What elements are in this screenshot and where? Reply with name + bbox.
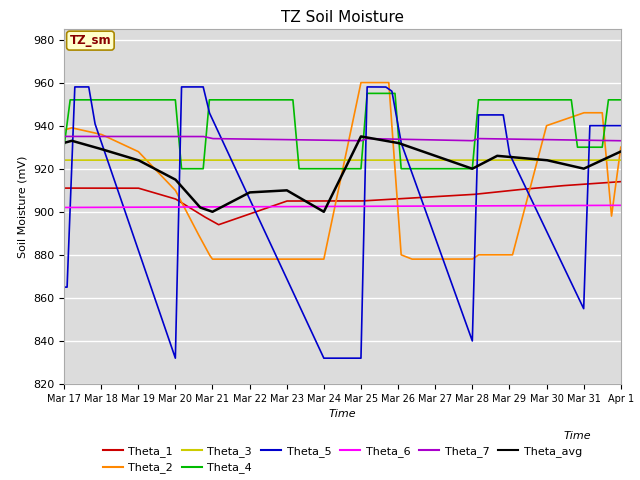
Theta_1 — [215, 222, 223, 228]
Theta_4 — [617, 97, 625, 103]
Theta_3 — [126, 157, 134, 163]
Legend: Theta_1, Theta_2, Theta_3, Theta_4, Theta_5, Theta_6, Theta_7, Theta_avg: Theta_1, Theta_2, Theta_3, Theta_4, Thet… — [98, 442, 587, 478]
Theta_6 — [617, 203, 625, 208]
Theta_7 — [126, 133, 134, 139]
Theta_5 — [60, 284, 68, 290]
Theta_4 — [126, 97, 134, 103]
Theta_6 — [126, 204, 134, 210]
Theta_7 — [445, 137, 452, 143]
Theta_2 — [127, 145, 135, 151]
Theta_7 — [95, 133, 103, 139]
Theta_5 — [95, 133, 103, 139]
Theta_1 — [490, 189, 498, 195]
Line: Theta_6: Theta_6 — [64, 205, 621, 207]
Theta_7 — [233, 136, 241, 142]
X-axis label: Time: Time — [328, 409, 356, 419]
Theta_avg — [490, 155, 498, 160]
Theta_2 — [95, 131, 103, 137]
Theta_1 — [234, 216, 241, 221]
Y-axis label: Soil Moisture (mV): Soil Moisture (mV) — [17, 155, 28, 258]
Theta_5 — [445, 273, 453, 279]
Theta_3 — [490, 157, 498, 163]
Theta_1 — [617, 179, 625, 184]
Theta_2 — [445, 256, 453, 262]
Line: Theta_2: Theta_2 — [64, 83, 621, 259]
Theta_avg — [234, 196, 241, 202]
Theta_3 — [127, 157, 135, 163]
Line: Theta_1: Theta_1 — [64, 181, 621, 225]
Theta_3 — [95, 157, 103, 163]
Theta_avg — [617, 149, 625, 155]
Theta_3 — [233, 157, 241, 163]
Theta_6 — [490, 203, 498, 209]
Theta_5 — [172, 355, 179, 361]
Theta_3 — [617, 157, 625, 163]
Theta_1 — [60, 185, 68, 191]
Theta_7 — [60, 133, 68, 139]
Theta_6 — [127, 204, 135, 210]
Theta_5 — [490, 112, 498, 118]
Theta_4 — [95, 97, 103, 103]
Theta_3 — [445, 157, 452, 163]
Theta_6 — [95, 204, 103, 210]
Theta_avg — [95, 145, 103, 151]
Theta_4 — [364, 91, 371, 96]
Line: Theta_5: Theta_5 — [64, 87, 621, 358]
Title: TZ Soil Moisture: TZ Soil Moisture — [281, 10, 404, 25]
Theta_7 — [357, 138, 365, 144]
Theta_avg — [209, 209, 216, 215]
Theta_7 — [127, 133, 135, 139]
Theta_7 — [617, 138, 625, 144]
Line: Theta_avg: Theta_avg — [64, 136, 621, 212]
Theta_2 — [490, 252, 498, 258]
Theta_1 — [445, 193, 452, 199]
Theta_6 — [60, 204, 68, 210]
Theta_1 — [127, 185, 135, 191]
Theta_4 — [490, 97, 498, 103]
Theta_2 — [60, 127, 68, 133]
Theta_avg — [445, 158, 453, 164]
Theta_5 — [234, 170, 241, 176]
Theta_6 — [233, 204, 241, 210]
Theta_avg — [127, 155, 135, 161]
Theta_avg — [126, 155, 134, 161]
Theta_6 — [445, 203, 452, 209]
Theta_3 — [60, 157, 68, 163]
Theta_2 — [357, 80, 365, 85]
Theta_5 — [617, 123, 625, 129]
Theta_4 — [445, 166, 453, 172]
Theta_4 — [127, 97, 135, 103]
Theta_4 — [234, 97, 241, 103]
Theta_2 — [234, 256, 241, 262]
Theta_2 — [126, 145, 134, 151]
Theta_2 — [209, 256, 216, 262]
Theta_avg — [60, 140, 68, 146]
Theta_1 — [126, 185, 134, 191]
Theta_1 — [95, 185, 103, 191]
Theta_4 — [178, 166, 186, 172]
Theta_avg — [357, 133, 365, 139]
Theta_5 — [71, 84, 79, 90]
Text: Time: Time — [563, 431, 591, 441]
Theta_2 — [617, 144, 625, 150]
Theta_5 — [127, 226, 135, 232]
Line: Theta_4: Theta_4 — [64, 94, 621, 169]
Theta_4 — [60, 144, 68, 150]
Line: Theta_7: Theta_7 — [64, 136, 621, 141]
Theta_7 — [490, 136, 498, 142]
Text: TZ_sm: TZ_sm — [70, 34, 111, 47]
Theta_5 — [127, 224, 134, 230]
